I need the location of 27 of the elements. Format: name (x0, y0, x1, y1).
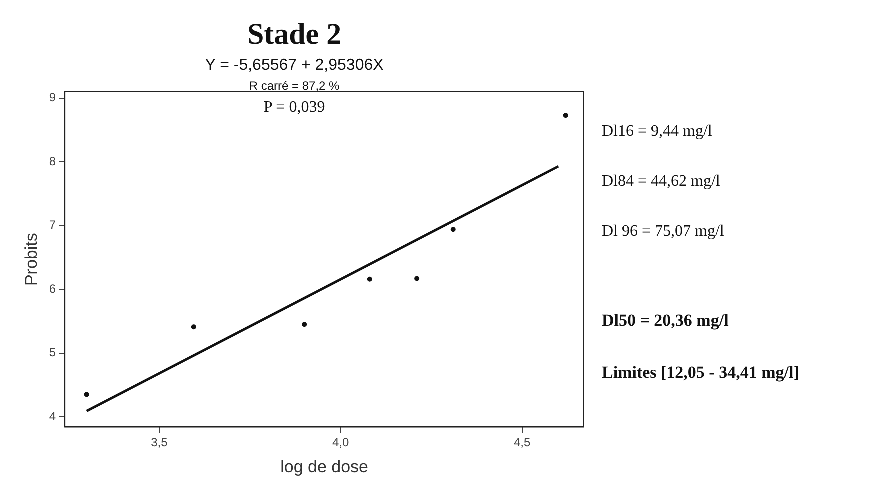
y-tick-label: 6 (49, 282, 56, 296)
annotation: P = 0,039 (264, 99, 326, 116)
text: Dl50 = 20,36 mg/l (602, 311, 730, 330)
point (450, 227, 456, 232)
text: Dl 96 = 75,07 mg/l (602, 223, 725, 240)
annotation: R carré = 87,2 % (249, 79, 340, 93)
point (414, 276, 420, 282)
x-tick-label: 3,5 (151, 436, 168, 450)
point (84, 392, 90, 398)
y-tick-label: 8 (49, 154, 56, 168)
point (367, 276, 372, 282)
text: Dl84 = 44,62 mg/l (602, 173, 721, 190)
x-tick-label: 4,0 (332, 436, 350, 450)
point (563, 113, 568, 118)
chart-title: Stade 2 (247, 18, 342, 51)
x-axis-title: log de dose (280, 457, 368, 476)
y-axis-title: Probits (22, 233, 41, 286)
point (302, 322, 308, 328)
chart-subtitle: Y = -5,65567 + 2,95306X (205, 57, 384, 74)
point (191, 324, 196, 330)
y-tick-label: 5 (49, 346, 56, 360)
y-tick-label: 9 (49, 90, 56, 105)
y-tick-label: 7 (49, 218, 56, 232)
x-tick-label: 4,5 (514, 436, 531, 450)
text: Limites [12,05 - 34,41 mg/l] (602, 363, 800, 382)
y-tick-label: 4 (49, 409, 56, 424)
text: Dl16 = 9,44 mg/l (602, 123, 713, 140)
